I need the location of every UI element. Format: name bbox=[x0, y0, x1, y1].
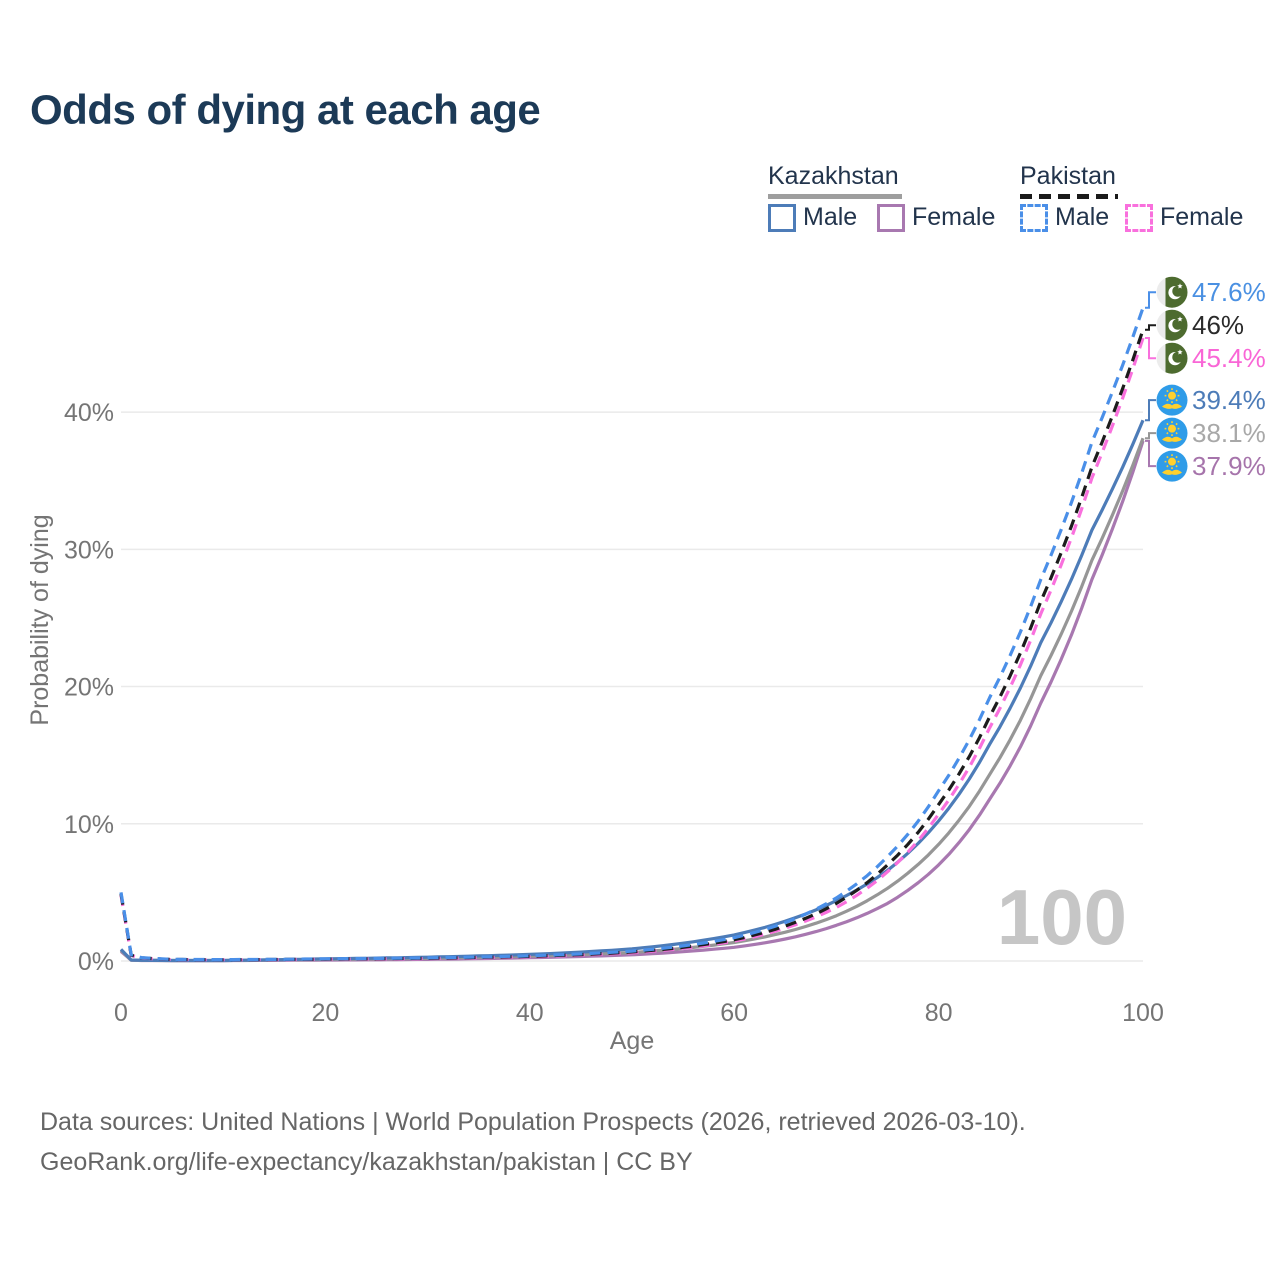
legend-item-kazakhstan-female[interactable]: Female bbox=[877, 203, 995, 232]
age-watermark: 100 bbox=[997, 873, 1127, 961]
series-line-kazakhstan-male[interactable] bbox=[119, 419, 1145, 963]
pakistan-female-label: Female bbox=[1160, 203, 1244, 231]
end-label-pakistan-total: 46% bbox=[1192, 310, 1244, 340]
series-line-pakistan-total[interactable] bbox=[119, 329, 1145, 962]
page-title: Odds of dying at each age bbox=[30, 86, 541, 133]
flag-icon-pakistan bbox=[1156, 309, 1188, 341]
leader-line-kazakhstan-female bbox=[1145, 439, 1156, 468]
y-tick-label: 10% bbox=[64, 811, 114, 839]
leader-line-pakistan-female bbox=[1145, 337, 1156, 360]
flag-icon-kazakhstan bbox=[1156, 417, 1188, 449]
pakistan-linestyle-sample bbox=[1020, 194, 1118, 199]
kazakhstan-linestyle-sample bbox=[768, 194, 902, 199]
x-tick-label: 40 bbox=[516, 999, 544, 1027]
end-label-kazakhstan-female: 37.9% bbox=[1192, 451, 1266, 481]
x-tick-label: 100 bbox=[1122, 999, 1164, 1027]
y-axis-title: Probability of dying bbox=[26, 514, 54, 725]
y-tick-label: 40% bbox=[64, 399, 114, 427]
end-label-kazakhstan-total: 38.1% bbox=[1192, 418, 1266, 448]
leader-line-kazakhstan-male bbox=[1145, 399, 1156, 422]
kazakhstan-male-swatch bbox=[768, 203, 796, 232]
flag-icon-pakistan bbox=[1156, 342, 1188, 374]
legend-country-kazakhstan[interactable]: Kazakhstan bbox=[768, 162, 899, 190]
x-axis-title: Age bbox=[610, 1027, 654, 1055]
leader-line-pakistan-total bbox=[1145, 324, 1156, 331]
series-line-pakistan-male[interactable] bbox=[119, 307, 1145, 962]
flag-icon-pakistan bbox=[1156, 276, 1188, 308]
pakistan-male-label: Male bbox=[1055, 203, 1110, 231]
y-tick-label: 0% bbox=[78, 948, 114, 976]
leader-line-kazakhstan-total bbox=[1145, 432, 1156, 440]
legend-country-pakistan[interactable]: Pakistan bbox=[1020, 162, 1116, 190]
y-tick-label: 20% bbox=[64, 674, 114, 702]
data-source-line: Data sources: United Nations | World Pop… bbox=[40, 1108, 1026, 1136]
x-tick-label: 60 bbox=[720, 999, 748, 1027]
flag-icon-kazakhstan bbox=[1156, 384, 1188, 416]
kazakhstan-female-label: Female bbox=[912, 203, 996, 231]
kazakhstan-female-swatch bbox=[877, 203, 905, 232]
legend-item-pakistan-male[interactable]: Male bbox=[1020, 203, 1109, 232]
end-label-pakistan-female: 45.4% bbox=[1192, 343, 1266, 373]
pakistan-male-swatch bbox=[1020, 203, 1048, 232]
end-label-kazakhstan-male: 39.4% bbox=[1192, 385, 1266, 415]
kazakhstan-male-label: Male bbox=[803, 203, 858, 231]
leader-line-pakistan-male bbox=[1145, 291, 1156, 309]
legend-item-pakistan-female[interactable]: Female bbox=[1125, 203, 1243, 232]
legend-item-kazakhstan-male[interactable]: Male bbox=[768, 203, 857, 232]
y-tick-label: 30% bbox=[64, 536, 114, 564]
series-line-pakistan-female[interactable] bbox=[119, 337, 1145, 962]
attribution-line: GeoRank.org/life-expectancy/kazakhstan/p… bbox=[40, 1148, 693, 1176]
end-label-pakistan-male: 47.6% bbox=[1192, 277, 1266, 307]
x-tick-label: 20 bbox=[311, 999, 339, 1027]
pakistan-female-swatch bbox=[1125, 203, 1153, 232]
x-tick-label: 80 bbox=[925, 999, 953, 1027]
x-tick-label: 0 bbox=[114, 999, 128, 1027]
flag-icon-kazakhstan bbox=[1156, 450, 1188, 482]
